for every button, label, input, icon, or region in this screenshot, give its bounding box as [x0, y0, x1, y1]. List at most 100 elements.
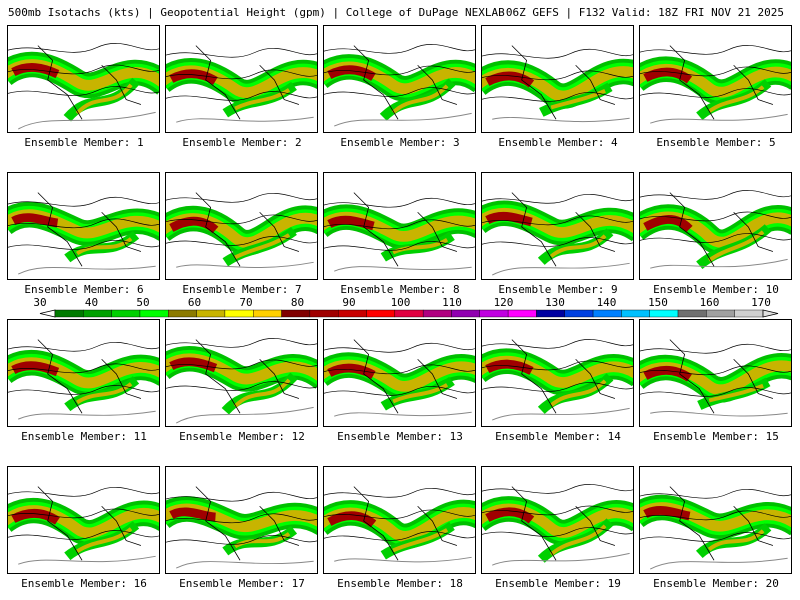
ensemble-member-label: Ensemble Member: 12: [179, 430, 305, 443]
ensemble-member-label: Ensemble Member: 13: [337, 430, 463, 443]
jet-secondary-core: [707, 230, 765, 262]
colorbar-swatch: [168, 309, 197, 318]
colorbar-swatch: [677, 309, 707, 318]
height-contour: [8, 341, 159, 352]
height-contour-gray: [334, 266, 472, 272]
colorbar-swatch: [564, 309, 594, 318]
jet-core: [327, 511, 377, 528]
ensemble-map: [8, 486, 159, 565]
ensemble-map: [324, 44, 475, 127]
coastline: [37, 339, 142, 414]
ensemble-member-label: Ensemble Member: 16: [21, 577, 147, 590]
ensemble-member-label: Ensemble Member: 8: [340, 283, 460, 296]
jet-core: [485, 507, 535, 524]
coastline: [37, 45, 142, 120]
ensemble-map: [640, 190, 791, 270]
ensemble-member-label: Ensemble Member: 3: [340, 136, 460, 149]
coastline: [195, 192, 300, 267]
jet-core: [169, 507, 216, 522]
jet-secondary-core: [707, 529, 765, 552]
jet-secondary-core: [76, 237, 133, 256]
ensemble-panel: [481, 319, 634, 427]
jet-core: [643, 365, 692, 382]
height-contour-gray: [176, 261, 314, 269]
height-contour: [482, 48, 633, 59]
colorbar-swatch: [479, 309, 509, 318]
colorbar-tick-label: 70: [239, 296, 252, 309]
ensemble-member-label: Ensemble Member: 14: [495, 430, 621, 443]
jet-secondary-core: [75, 83, 133, 115]
colorbar-graphic: 30 40 50 60 70 80 90 100 110 120 130 140 150 160 170: [33, 296, 779, 318]
height-contour: [166, 214, 317, 225]
height-contour: [482, 194, 633, 204]
height-contour: [482, 92, 633, 102]
height-contour: [8, 43, 159, 53]
coastline: [669, 339, 774, 414]
colorbar-tick-label: 150: [648, 296, 668, 309]
colorbar-swatch: [281, 309, 311, 318]
height-contour: [482, 237, 633, 247]
jet-core: [169, 357, 218, 373]
height-contour-gray: [175, 406, 314, 424]
colorbar-tick-label: 80: [291, 296, 304, 309]
jet-secondary-core: [549, 379, 607, 407]
height-contour: [8, 218, 159, 229]
height-contour-gray: [18, 265, 156, 275]
height-contour: [324, 197, 475, 208]
ensemble-member-label: Ensemble Member: 6: [24, 283, 144, 296]
colorbar-tick-label: 30: [33, 296, 46, 309]
coastline: [353, 192, 458, 267]
height-contour: [8, 64, 159, 75]
ensemble-map: [8, 339, 159, 420]
ensemble-panel: [165, 25, 318, 133]
colorbar-swatch: [54, 309, 84, 318]
ensemble-member-label: Ensemble Member: 19: [495, 577, 621, 590]
height-contour: [166, 381, 317, 391]
height-contour: [324, 531, 475, 541]
jet-core: [11, 508, 60, 525]
colorbar-right-arrow: [762, 309, 779, 318]
ensemble-member-label: Ensemble Member: 9: [498, 283, 618, 296]
jet-core: [11, 361, 60, 377]
height-contour-gray: [176, 560, 314, 569]
ensemble-member-label: Ensemble Member: 1: [24, 136, 144, 149]
jet-secondary-core: [707, 85, 765, 114]
height-contour: [166, 193, 317, 203]
height-contour: [324, 241, 475, 251]
ensemble-panel: [323, 172, 476, 280]
coastline: [195, 45, 300, 120]
height-contour: [324, 509, 475, 520]
ensemble-panel: [165, 319, 318, 427]
height-contour-gray: [334, 411, 472, 417]
ensemble-panel: [323, 25, 476, 133]
height-contour-gray: [18, 410, 156, 420]
height-contour: [482, 360, 633, 371]
ensemble-map: [640, 45, 791, 124]
height-contour: [8, 487, 159, 497]
ensemble-panel: [7, 319, 160, 427]
header-run-info: 06Z GEFS | F132 Valid: 18Z FRI NOV 21 20…: [505, 6, 784, 19]
coastline: [37, 486, 142, 561]
height-contour: [166, 535, 317, 545]
height-contour: [8, 363, 159, 374]
colorbar-swatch: [422, 309, 452, 318]
colorbar-swatch: [649, 309, 679, 318]
ensemble-panel: [481, 172, 634, 280]
jet-secondary-core: [549, 234, 607, 258]
height-contour: [8, 385, 159, 395]
colorbar-swatch: [394, 309, 424, 318]
ensemble-panel: [7, 466, 160, 574]
ensemble-member-label: Ensemble Member: 17: [179, 577, 305, 590]
coastline: [669, 192, 774, 267]
height-contour-gray: [18, 555, 156, 565]
ensemble-panel: [639, 319, 792, 427]
coastline: [669, 45, 774, 120]
ensemble-panel: [7, 172, 160, 280]
height-contour: [166, 491, 317, 502]
jet-core: [327, 65, 376, 81]
colorbar-swatch: [592, 309, 622, 318]
jet-core: [169, 69, 218, 85]
height-contour: [482, 70, 633, 81]
colorbar-swatch: [451, 309, 481, 318]
height-contour: [482, 382, 633, 392]
